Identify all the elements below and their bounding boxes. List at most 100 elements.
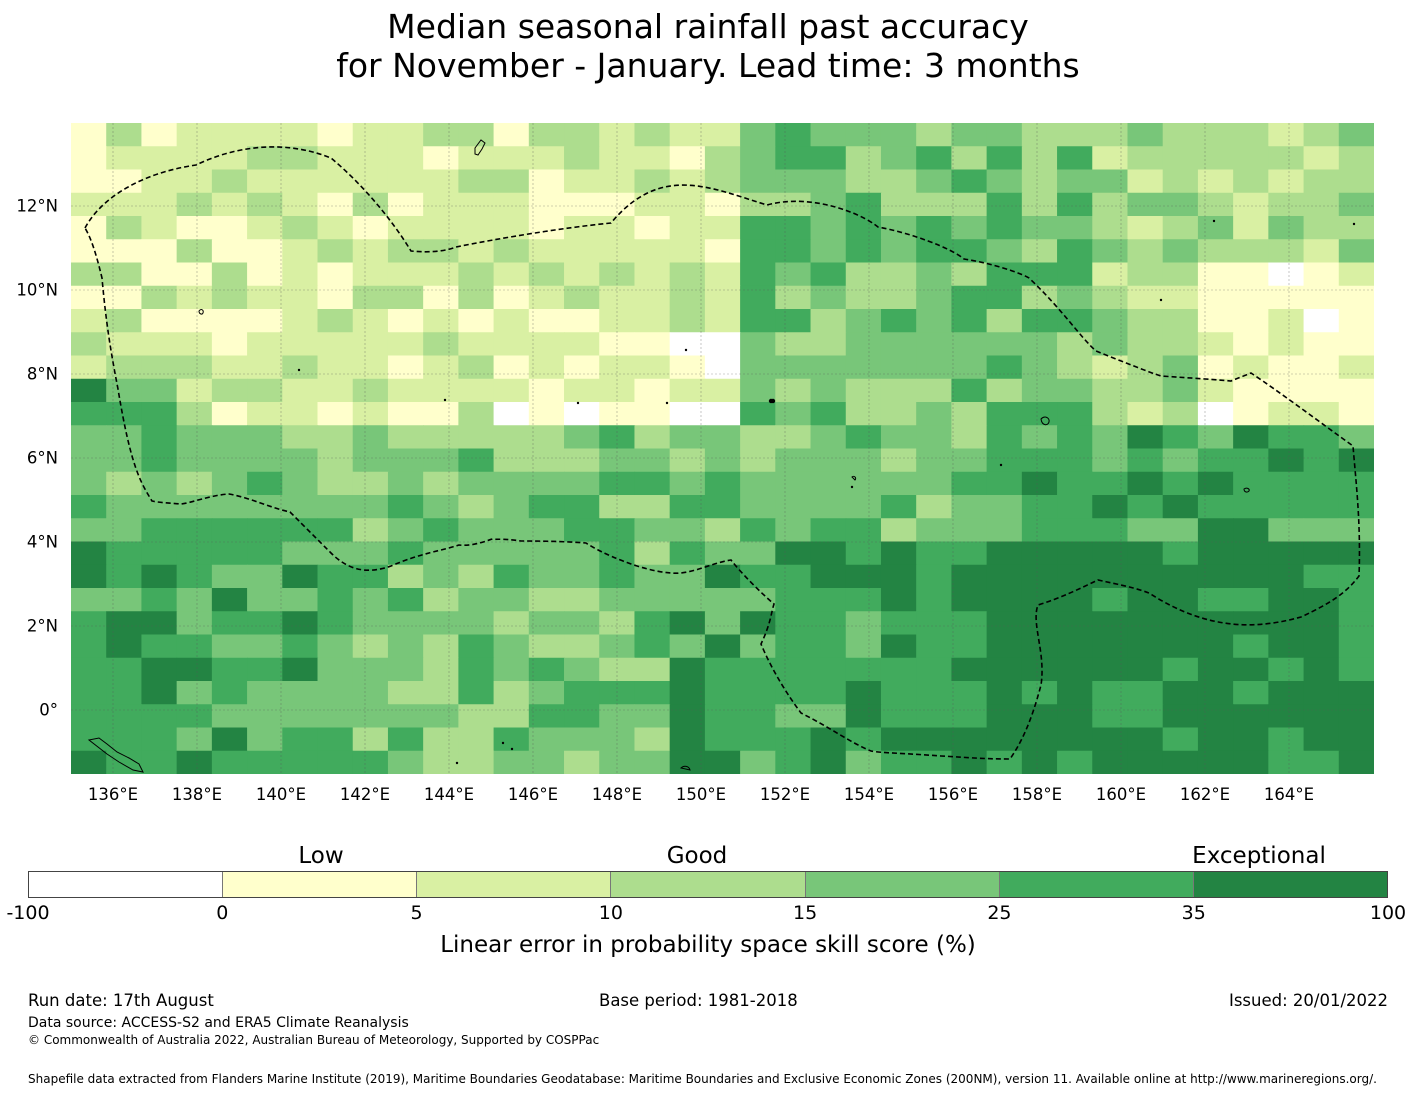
grid-cell (1092, 471, 1129, 496)
grid-cell (1197, 681, 1234, 705)
grid-cell (71, 123, 107, 147)
grid-cell (1268, 541, 1305, 566)
latitude-label: 2°N (26, 616, 58, 636)
grid-cell (1127, 471, 1164, 496)
grid-cell (1303, 727, 1340, 752)
grid-cell (493, 564, 530, 589)
grid-cell (1127, 518, 1164, 543)
grid-cell (1127, 611, 1164, 636)
grid-cell (1092, 355, 1129, 380)
grid-cell (845, 471, 882, 496)
grid-cell (704, 146, 741, 171)
grid-cell (704, 402, 741, 426)
grid-cell (986, 123, 1023, 147)
grid-cell (775, 657, 812, 682)
grid-cell (528, 611, 565, 636)
grid-cell (317, 750, 354, 774)
colorbar-tick-label: 25 (987, 902, 1012, 924)
grid-cell (317, 123, 354, 147)
grid-cell (564, 518, 600, 543)
grid-cell (880, 750, 917, 774)
grid-cell (634, 192, 671, 217)
longitude-label: 152°E (759, 785, 811, 804)
grid-cell (352, 169, 389, 194)
grid-cell (951, 192, 988, 217)
grid-cell (1303, 378, 1340, 403)
grid-cell (423, 192, 459, 217)
grid-cell (423, 657, 459, 682)
grid-cell (211, 611, 248, 636)
grid-cell (951, 425, 988, 450)
longitude-label: 160°E (1095, 785, 1147, 804)
grid-cell (352, 355, 389, 380)
grid-cell (1092, 750, 1129, 774)
grid-cell (740, 146, 776, 171)
grid-cell (951, 588, 988, 612)
grid-cell (1197, 657, 1234, 682)
grid-cell (1233, 588, 1269, 612)
colorbar-tick-label: 35 (1181, 902, 1206, 924)
grid-cell (493, 727, 530, 752)
grid-cell (740, 262, 776, 287)
grid-cell (352, 239, 389, 264)
grid-cell (1303, 448, 1340, 473)
grid-cell (704, 123, 741, 147)
grid-cell (211, 518, 248, 543)
grid-cell (1338, 657, 1374, 682)
grid-cell (387, 588, 424, 612)
grid-cell (669, 448, 706, 473)
grid-cell (1338, 262, 1374, 287)
grid-cell (1021, 541, 1058, 566)
grid-cell (317, 402, 354, 426)
grid-cell (880, 588, 917, 612)
grid-cell (141, 123, 178, 147)
grid-cell (71, 309, 107, 333)
grid-cell (986, 378, 1023, 403)
colorbar-segment (611, 872, 806, 897)
grid-cell (141, 657, 178, 682)
grid-cell (282, 355, 319, 380)
grid-cell (176, 402, 213, 426)
grid-cell (1338, 123, 1374, 147)
grid-cell (528, 750, 565, 774)
grid-cell (352, 588, 389, 612)
grid-cell (564, 239, 600, 264)
grid-cell (1127, 239, 1164, 264)
grid-cell (176, 285, 213, 310)
latitude-label: 8°N (26, 364, 58, 384)
grid-cell (704, 285, 741, 310)
grid-cell (704, 588, 741, 612)
grid-cell (247, 378, 283, 403)
grid-cell (247, 518, 283, 543)
grid-cell (564, 681, 600, 705)
grid-cell (317, 332, 354, 357)
grid-cell (880, 471, 917, 496)
grid-cell (740, 425, 776, 450)
grid-cell (564, 262, 600, 287)
grid-cell (986, 611, 1023, 636)
grid-cell (669, 727, 706, 752)
grid-cell (880, 285, 917, 310)
grid-cell (810, 657, 847, 682)
grid-cell (1338, 309, 1374, 333)
grid-cell (458, 309, 495, 333)
grid-cell (528, 657, 565, 682)
grid-cell (951, 495, 988, 519)
grid-cell (1092, 704, 1129, 729)
grid-cell (211, 541, 248, 566)
grid-cell (1338, 239, 1374, 264)
grid-cell (1127, 309, 1164, 333)
grid-cell (211, 169, 248, 194)
grid-cell (669, 564, 706, 589)
grid-cell (282, 634, 319, 659)
grid-cell (352, 216, 389, 240)
grid-cell (106, 425, 143, 450)
grid-cell (951, 518, 988, 543)
grid-cell (211, 681, 248, 705)
grid-cell (247, 402, 283, 426)
grid-cell (986, 448, 1023, 473)
grid-cell (71, 541, 107, 566)
grid-cell (1021, 750, 1058, 774)
grid-cell (564, 146, 600, 171)
grid-cell (880, 402, 917, 426)
